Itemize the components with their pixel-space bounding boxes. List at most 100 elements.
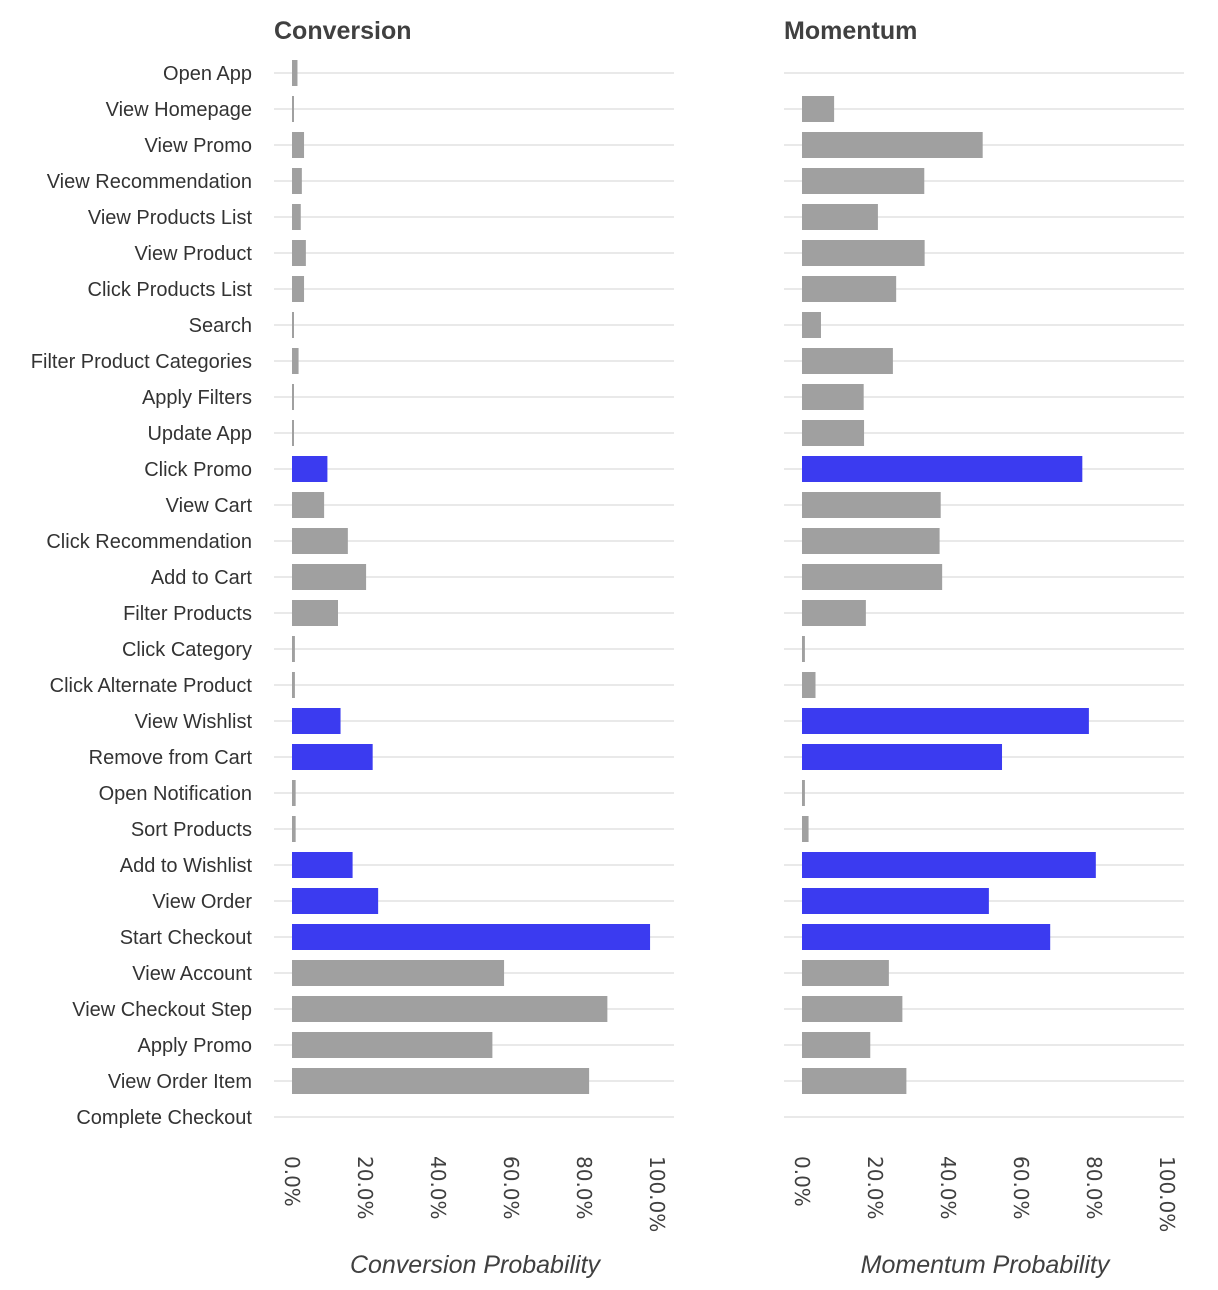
category-label: Start Checkout: [120, 927, 253, 949]
category-label: View Wishlist: [135, 711, 253, 733]
bar: [802, 564, 943, 590]
bar: [292, 816, 296, 842]
bar: [802, 744, 1003, 770]
category-label: View Checkout Step: [72, 999, 252, 1021]
category-label: View Promo: [145, 135, 252, 157]
bar: [802, 852, 1096, 878]
bar: [802, 1032, 871, 1058]
category-label: Sort Products: [131, 819, 252, 841]
category-label: Apply Promo: [138, 1035, 253, 1057]
category-label: Add to Wishlist: [120, 855, 253, 877]
category-labels: Open App View Homepage View Promo View Reco…: [31, 63, 253, 1129]
x-tick-label: 60.0%: [1009, 1156, 1033, 1220]
x-tick-label: 60.0%: [499, 1156, 523, 1220]
category-label: View Products List: [88, 207, 253, 229]
chart-panels: Open App View Homepage View Promo View Reco…: [31, 17, 1184, 1279]
bar: [802, 888, 989, 914]
bars: [292, 60, 651, 1094]
bar: [802, 384, 864, 410]
bar: [292, 276, 305, 302]
bar: [802, 600, 866, 626]
bar: [292, 312, 294, 338]
x-axis-title: Conversion Probability: [350, 1251, 602, 1279]
category-label: View Account: [132, 963, 252, 985]
bar: [292, 420, 294, 446]
category-label: Apply Filters: [142, 387, 252, 409]
bar: [802, 456, 1083, 482]
x-ticks: 0.0% 20.0% 40.0% 60.0% 80.0% 100.0%: [280, 1156, 669, 1232]
bar: [292, 456, 328, 482]
bar: [292, 132, 305, 158]
bar: [802, 960, 889, 986]
category-label: Click Alternate Product: [50, 675, 253, 697]
category-label: Open App: [163, 63, 252, 85]
panel-title: Conversion: [274, 17, 412, 45]
bar: [292, 96, 294, 122]
bar: [802, 1068, 907, 1094]
bar: [802, 924, 1051, 950]
x-tick-label: 40.0%: [426, 1156, 450, 1220]
category-label: View Order: [152, 891, 252, 913]
category-label: Complete Checkout: [76, 1107, 252, 1129]
category-label: Add to Cart: [151, 567, 253, 589]
bar: [292, 780, 296, 806]
bar: [292, 744, 373, 770]
bar: [292, 204, 301, 230]
x-tick-label: 80.0%: [1082, 1156, 1106, 1220]
x-tick-label: 0.0%: [790, 1156, 814, 1207]
x-tick-label: 0.0%: [280, 1156, 304, 1207]
category-label: Filter Products: [123, 603, 252, 625]
bar: [802, 528, 940, 554]
bar: [802, 816, 809, 842]
x-tick-label: 100.0%: [645, 1156, 669, 1232]
category-label: View Recommendation: [47, 171, 252, 193]
x-tick-label: 20.0%: [863, 1156, 887, 1220]
bar: [292, 528, 348, 554]
bar: [292, 384, 294, 410]
bar: [292, 492, 325, 518]
bar: [292, 996, 608, 1022]
category-label: Open Notification: [99, 783, 252, 805]
bar: [802, 420, 865, 446]
bar: [802, 708, 1089, 734]
bar: [802, 276, 897, 302]
bar: [802, 96, 835, 122]
bar: [802, 168, 925, 194]
bar: [802, 240, 925, 266]
category-label: Click Recommendation: [46, 531, 252, 553]
bar: [802, 204, 878, 230]
bar: [802, 348, 893, 374]
panel-title: Momentum: [784, 17, 917, 45]
category-label: Search: [189, 315, 252, 337]
x-tick-label: 80.0%: [572, 1156, 596, 1220]
bar: [292, 564, 367, 590]
category-label: Remove from Cart: [89, 747, 253, 769]
bar: [802, 780, 805, 806]
bar: [292, 672, 295, 698]
bar: [292, 636, 295, 662]
x-axis-title: Momentum Probability: [861, 1251, 1111, 1279]
bar: [292, 348, 299, 374]
x-tick-label: 40.0%: [936, 1156, 960, 1220]
category-label: Filter Product Categories: [31, 351, 252, 373]
panel-conversion: Conversion 0.0% 20.0% 40.0% 60.0% 80.0% 100.0%…: [274, 17, 674, 1279]
panel-momentum: Momentum 0.0% 20.0% 40.0% 60.0% 80.0% 100.0% Mo…: [784, 17, 1184, 1279]
category-label: View Product: [135, 243, 253, 265]
category-label: Click Promo: [144, 459, 252, 481]
bar: [292, 888, 379, 914]
bars: [802, 96, 1096, 1094]
bar: [802, 492, 941, 518]
x-ticks: 0.0% 20.0% 40.0% 60.0% 80.0% 100.0%: [790, 1156, 1179, 1232]
x-tick-label: 100.0%: [1155, 1156, 1179, 1232]
category-label: Update App: [147, 423, 252, 445]
bar: [292, 924, 651, 950]
bar: [802, 672, 816, 698]
category-label: View Cart: [166, 495, 253, 517]
bar: [292, 1032, 493, 1058]
bar: [292, 60, 298, 86]
bar: [292, 708, 341, 734]
category-label: View Homepage: [106, 99, 252, 121]
bar: [292, 600, 338, 626]
bar: [802, 636, 805, 662]
